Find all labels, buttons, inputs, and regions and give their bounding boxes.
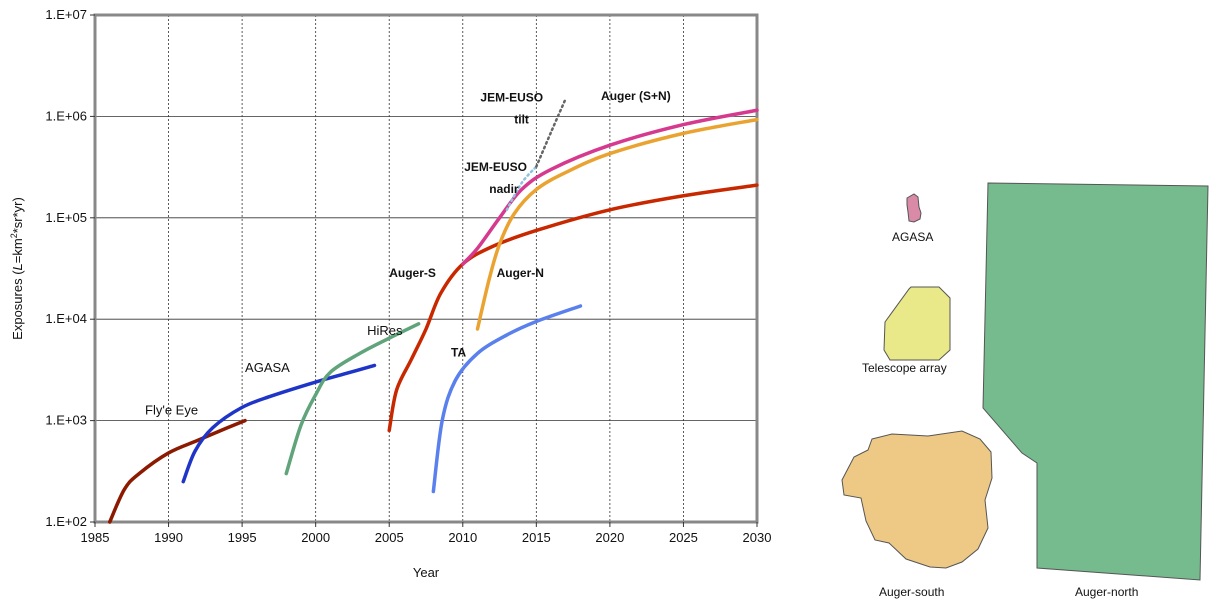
- y-tick-label: 1.E+05: [45, 210, 87, 225]
- y-tick-label: 1.E+06: [45, 108, 87, 123]
- exposure-chart: 1985 1990 1995 2000 2005 2010 2015 2020 2025 2030…: [9, 7, 771, 580]
- x-tick-label: 1985: [81, 530, 110, 545]
- series-line-auger-s-n: [461, 108, 759, 266]
- telescope-array-area: [883, 286, 951, 361]
- series-annotation: HiRes: [367, 323, 403, 338]
- x-tick-label: 1990: [154, 530, 183, 545]
- series-annotation: Auger-S: [389, 266, 436, 280]
- y-axis-label: Exposures (L=km2*sr*yr): [9, 197, 25, 340]
- series-annotation: AGASA: [245, 360, 290, 375]
- plot-frame: [93, 13, 759, 524]
- agasa-area: [906, 193, 922, 223]
- y-tick-label: 1.E+03: [45, 413, 87, 428]
- y-tick-label: 1.E+07: [45, 7, 87, 22]
- x-tick-label: 2020: [595, 530, 624, 545]
- chart-annotations: Fly'e Eye AGASA HiRes Auger-S Auger-N TA Auger…: [145, 89, 671, 417]
- axis-ticks: 1985 1990 1995 2000 2005 2010 2015 2020 2025 2030…: [45, 7, 771, 545]
- series-annotation: tilt: [514, 113, 529, 127]
- auger-south-map-label: Auger-south: [879, 585, 945, 599]
- series-line-hires: [284, 322, 421, 476]
- series-line-agasa: [181, 363, 377, 484]
- series-annotation: Auger-N: [497, 266, 544, 280]
- series-annotation: TA: [451, 345, 466, 359]
- x-tick-label: 2030: [743, 530, 772, 545]
- telescope-array-map-label: Telescope array: [862, 361, 947, 375]
- series-line-fly-e-eye: [107, 418, 247, 524]
- x-tick-label: 2025: [669, 530, 698, 545]
- series-line-jem-euso-nadir: [505, 165, 538, 212]
- x-tick-label: 2015: [522, 530, 551, 545]
- series-annotation: JEM-EUSO: [480, 91, 543, 105]
- auger-south-area: [841, 430, 993, 569]
- x-tick-label: 2010: [448, 530, 477, 545]
- x-axis-label: Year: [413, 565, 440, 580]
- series-annotation: Auger (S+N): [601, 89, 671, 103]
- auger-north-area: [982, 182, 1209, 581]
- series-line-auger-n: [475, 117, 759, 331]
- chart-series: [107, 97, 759, 524]
- x-tick-label: 2005: [375, 530, 404, 545]
- series-annotation: nadir: [489, 182, 519, 196]
- series-line-jem-euso-tilt: [535, 97, 568, 168]
- x-tick-label: 2000: [301, 530, 330, 545]
- series-annotation: JEM-EUSO: [464, 160, 527, 174]
- series-annotation: Fly'e Eye: [145, 402, 198, 417]
- agasa-map-label: AGASA: [892, 230, 934, 244]
- array-size-map: [841, 182, 1209, 581]
- x-tick-label: 1995: [228, 530, 257, 545]
- y-tick-label: 1.E+02: [45, 514, 87, 529]
- chart-grid: [95, 15, 757, 522]
- series-line-ta: [431, 304, 583, 494]
- y-tick-label: 1.E+04: [45, 311, 87, 326]
- auger-north-map-label: Auger-north: [1075, 585, 1139, 599]
